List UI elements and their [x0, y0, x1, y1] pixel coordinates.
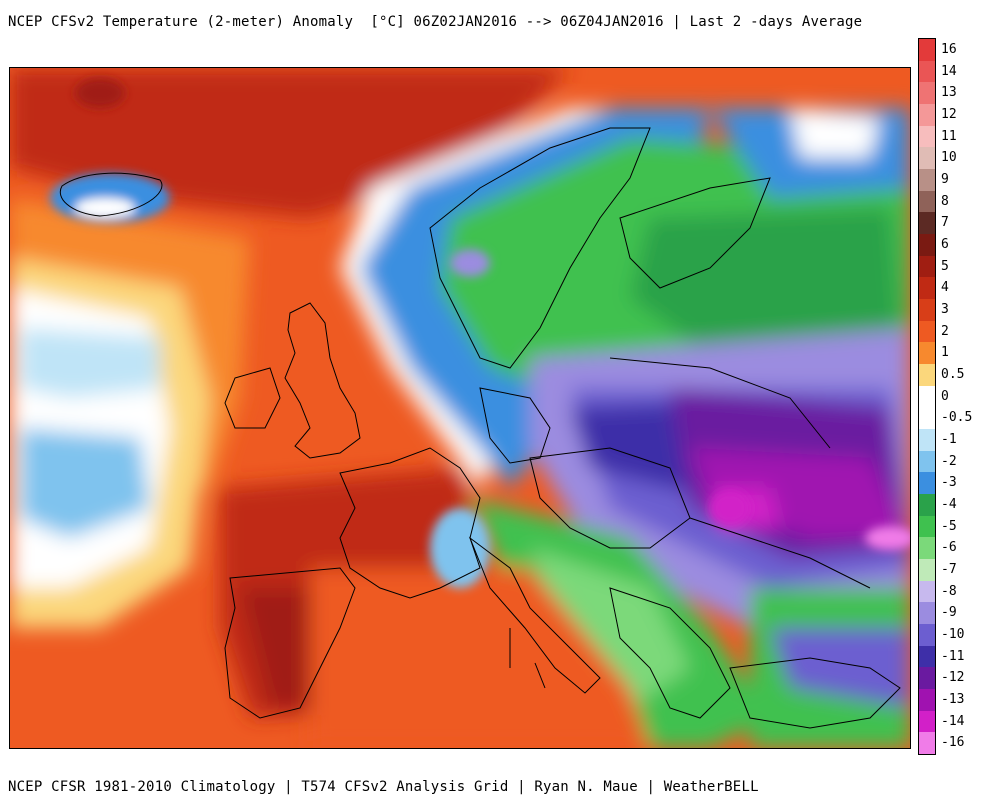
legend-swatch — [919, 364, 935, 387]
legend-label: 6 — [941, 236, 949, 252]
legend-swatch — [919, 710, 935, 733]
coastlines — [59, 127, 901, 729]
legend-label: 0.5 — [941, 366, 965, 382]
legend-label: -4 — [941, 496, 957, 512]
iberia-outline — [224, 567, 356, 719]
legend-swatch — [919, 320, 935, 343]
legend-label: -2 — [941, 453, 957, 469]
legend-swatch — [919, 407, 935, 430]
balkans-outline — [609, 587, 731, 719]
great-britain-outline — [284, 302, 361, 459]
italy-outline — [468, 536, 601, 694]
anomaly-detail — [50, 78, 910, 588]
legend-swatch — [919, 299, 935, 322]
legend-label: -0.5 — [941, 410, 973, 426]
france-outline — [339, 447, 481, 599]
legend-swatch — [919, 82, 935, 105]
legend-label: 14 — [941, 63, 957, 79]
legend-swatch — [919, 277, 935, 300]
legend-label: -1 — [941, 431, 957, 447]
legend-label: -5 — [941, 518, 957, 534]
legend-swatch — [919, 104, 935, 127]
legend-swatch — [919, 255, 935, 278]
legend-swatch — [919, 234, 935, 257]
map-canvas — [10, 68, 910, 748]
eastern-borders — [689, 517, 871, 589]
anomaly-map — [9, 67, 911, 749]
legend-label: -12 — [941, 670, 965, 686]
legend-label: -3 — [941, 475, 957, 491]
legend-label: -7 — [941, 561, 957, 577]
finland-outline — [619, 177, 771, 289]
legend-label: -16 — [941, 735, 965, 751]
legend-swatch — [919, 212, 935, 235]
legend-swatch — [919, 732, 935, 755]
legend-label: 3 — [941, 301, 949, 317]
legend-label: -10 — [941, 626, 965, 642]
anomaly-shading — [10, 68, 910, 748]
legend-swatch — [919, 559, 935, 582]
legend-swatch — [919, 190, 935, 213]
scandinavia-outline — [429, 127, 651, 369]
legend-label: 11 — [941, 128, 957, 144]
legend-swatch — [919, 472, 935, 495]
legend-swatch — [919, 342, 935, 365]
legend-swatch — [919, 450, 935, 473]
legend-label: -6 — [941, 540, 957, 556]
legend-swatch — [919, 515, 935, 538]
legend-swatch — [919, 667, 935, 690]
legend-label: -11 — [941, 648, 965, 664]
legend-label: 10 — [941, 150, 957, 166]
legend-label: -9 — [941, 605, 957, 621]
legend-label: 0 — [941, 388, 949, 404]
legend-label: 5 — [941, 258, 949, 274]
island-outlines — [509, 628, 546, 689]
legend-swatch — [919, 689, 935, 712]
legend-label: 1 — [941, 345, 949, 361]
legend-label: 8 — [941, 193, 949, 209]
legend-label: -8 — [941, 583, 957, 599]
chart-title: NCEP CFSv2 Temperature (2-meter) Anomaly… — [8, 14, 863, 30]
legend-swatch — [919, 624, 935, 647]
legend-label: 2 — [941, 323, 949, 339]
denmark-outline — [479, 387, 551, 464]
color-scale-legend: 16 14 13 12 11 10 9 8 7 6 5 4 3 2 1 0.5 0 -0.5 -1 -2 -3 -4 -5 -… — [918, 38, 972, 755]
legend-swatch — [919, 385, 935, 408]
ireland-outline — [224, 367, 281, 429]
turkey-outline — [729, 657, 901, 729]
legend-label: -14 — [941, 713, 965, 729]
credits-footer: NCEP CFSR 1981-2010 Climatology | T574 C… — [8, 779, 759, 795]
legend-swatch — [919, 580, 935, 603]
legend-swatch — [919, 602, 935, 625]
iceland-outline — [59, 172, 163, 217]
legend-label: 13 — [941, 85, 957, 101]
legend-swatch — [919, 494, 935, 517]
legend-label: 7 — [941, 215, 949, 231]
legend-swatch — [919, 147, 935, 170]
legend-swatch — [919, 125, 935, 148]
legend-swatch — [919, 645, 935, 668]
legend-label: 16 — [941, 41, 957, 57]
legend-swatch — [919, 39, 935, 62]
baltic-borders — [609, 357, 831, 449]
legend-label: 12 — [941, 106, 957, 122]
legend-swatch — [919, 169, 935, 192]
legend-label: 9 — [941, 171, 949, 187]
legend-label: 4 — [941, 280, 949, 296]
central-europe-borders — [529, 447, 691, 549]
legend-label: -13 — [941, 691, 965, 707]
legend-swatch — [919, 537, 935, 560]
legend-swatch — [919, 429, 935, 452]
legend-swatch — [919, 60, 935, 83]
